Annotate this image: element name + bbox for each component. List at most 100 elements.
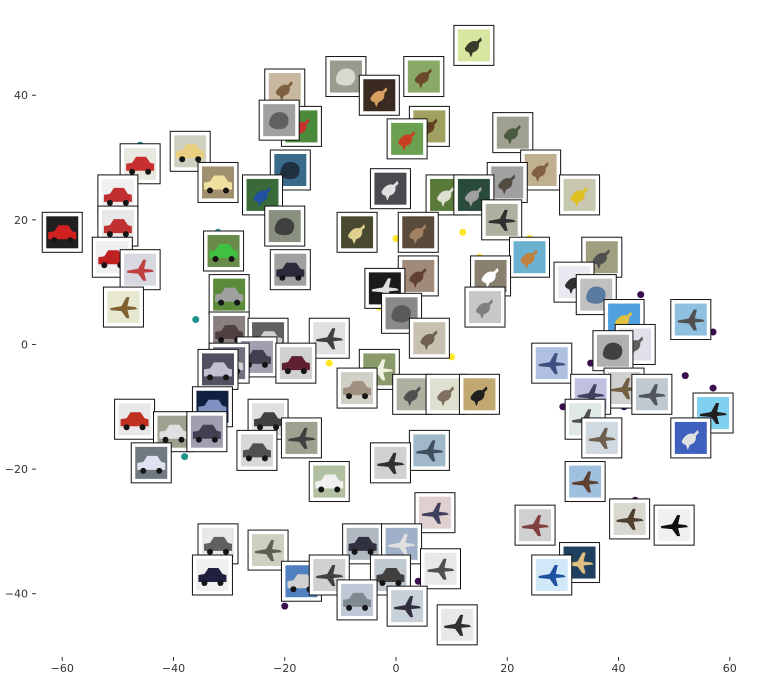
thumbnail-wheel — [223, 187, 229, 193]
image-thumbnail — [209, 275, 249, 315]
image-thumbnail — [510, 237, 550, 277]
thumbnail-wheel — [368, 549, 374, 555]
image-thumbnail — [265, 206, 305, 246]
thumbnail-wheel — [201, 580, 207, 586]
thumbnail-wheel — [123, 231, 129, 237]
thumbnail-wheel — [234, 300, 240, 306]
image-thumbnail — [515, 505, 555, 545]
y-tick-label: 20 — [14, 214, 28, 227]
thumbnail-wheel — [279, 275, 285, 281]
image-thumbnail — [421, 549, 461, 589]
image-thumbnail — [409, 318, 449, 358]
x-axis: −60 −40 −20 0 20 40 60 — [51, 657, 737, 675]
image-thumbnail — [582, 418, 622, 458]
image-thumbnail — [454, 25, 494, 65]
scatter-point — [181, 453, 188, 460]
thumbnail-wheel — [346, 393, 352, 399]
thumbnail-wheel — [179, 156, 185, 162]
thumbnail-wheel — [129, 169, 135, 175]
image-thumbnail — [192, 555, 232, 595]
image-thumbnail — [42, 212, 82, 252]
image-thumbnail — [270, 250, 310, 290]
thumbnail-wheel — [196, 437, 202, 443]
thumbnail-wheel — [290, 586, 296, 592]
thumbnail-wheel — [229, 256, 235, 262]
image-thumbnail — [593, 331, 633, 371]
thumbnail-wheel — [179, 437, 185, 443]
image-thumbnail — [532, 343, 572, 383]
image-thumbnail — [404, 57, 444, 97]
image-thumbnail — [337, 580, 377, 620]
x-tick-label: 20 — [500, 662, 514, 675]
image-thumbnail — [482, 200, 522, 240]
scatter-point — [192, 316, 199, 323]
y-tick-label: −20 — [5, 463, 28, 476]
thumbnail-wheel — [246, 455, 252, 461]
x-tick-label: −40 — [162, 662, 185, 675]
scatter-point — [682, 372, 689, 379]
image-thumbnail — [281, 418, 321, 458]
scatter-point — [281, 603, 288, 610]
image-thumbnail — [654, 505, 694, 545]
x-tick-label: 60 — [723, 662, 737, 675]
image-thumbnail — [370, 443, 410, 483]
image-thumbnail — [398, 212, 438, 252]
y-axis: −40 −20 0 20 40 — [5, 89, 36, 600]
thumbnail-wheel — [301, 368, 307, 374]
image-thumbnail — [671, 418, 711, 458]
thumbnail-wheel — [346, 605, 352, 611]
scatter-point — [710, 385, 717, 392]
thumbnail-wheel — [101, 262, 107, 268]
thumbnail-wheel — [124, 424, 130, 430]
image-thumbnail — [565, 462, 605, 502]
image-thumbnail — [465, 287, 505, 327]
image-thumbnail — [560, 175, 600, 215]
image-thumbnail — [259, 100, 299, 140]
thumbnail-wheel — [145, 169, 151, 175]
image-thumbnail — [204, 231, 244, 271]
image-thumbnail — [632, 374, 672, 414]
thumbnail-wheel — [107, 231, 113, 237]
image-thumbnail — [459, 374, 499, 414]
thumbnail-wheel — [217, 580, 223, 586]
image-thumbnail — [198, 349, 238, 389]
image-thumbnail — [387, 119, 427, 159]
y-tick-label: 40 — [14, 89, 28, 102]
thumbnail-wheel — [156, 468, 162, 474]
thumbnail-wheel — [212, 437, 218, 443]
x-tick-label: −60 — [51, 662, 74, 675]
thumbnail-wheel — [218, 300, 224, 306]
image-thumbnail — [120, 250, 160, 290]
scatter-point — [637, 291, 644, 298]
thumbnail-wheel — [207, 187, 213, 193]
image-thumbnail — [237, 430, 277, 470]
thumbnail-wheel — [295, 275, 301, 281]
y-tick-label: −40 — [5, 588, 28, 601]
image-thumbnail — [198, 162, 238, 202]
thumbnail-wheel — [285, 368, 291, 374]
thumbnail-wheel — [334, 487, 340, 493]
thumbnail-wheel — [257, 424, 263, 430]
image-thumbnail — [187, 412, 227, 452]
thumbnail-wheel — [213, 256, 219, 262]
thumbnail-wheel — [273, 424, 279, 430]
thumbnail-wheel — [207, 549, 213, 555]
image-thumbnail — [309, 462, 349, 502]
thumbnail-wheel — [223, 549, 229, 555]
thumbnail-wheel — [395, 580, 401, 586]
thumbnail-wheel — [140, 424, 146, 430]
thumbnail-wheel — [362, 605, 368, 611]
thumbnail-wheel — [262, 455, 268, 461]
thumbnail-wheel — [51, 237, 57, 243]
x-tick-label: −20 — [273, 662, 296, 675]
y-tick-label: 0 — [21, 338, 28, 351]
x-tick-label: 40 — [612, 662, 626, 675]
thumbnail-wheel — [379, 580, 385, 586]
scatter-point — [326, 360, 333, 367]
thumbnail-wheel — [107, 200, 113, 206]
image-thumbnail — [409, 430, 449, 470]
thumbnail-wheel — [195, 156, 201, 162]
thumbnail-wheel — [207, 374, 213, 380]
image-thumbnail — [103, 287, 143, 327]
